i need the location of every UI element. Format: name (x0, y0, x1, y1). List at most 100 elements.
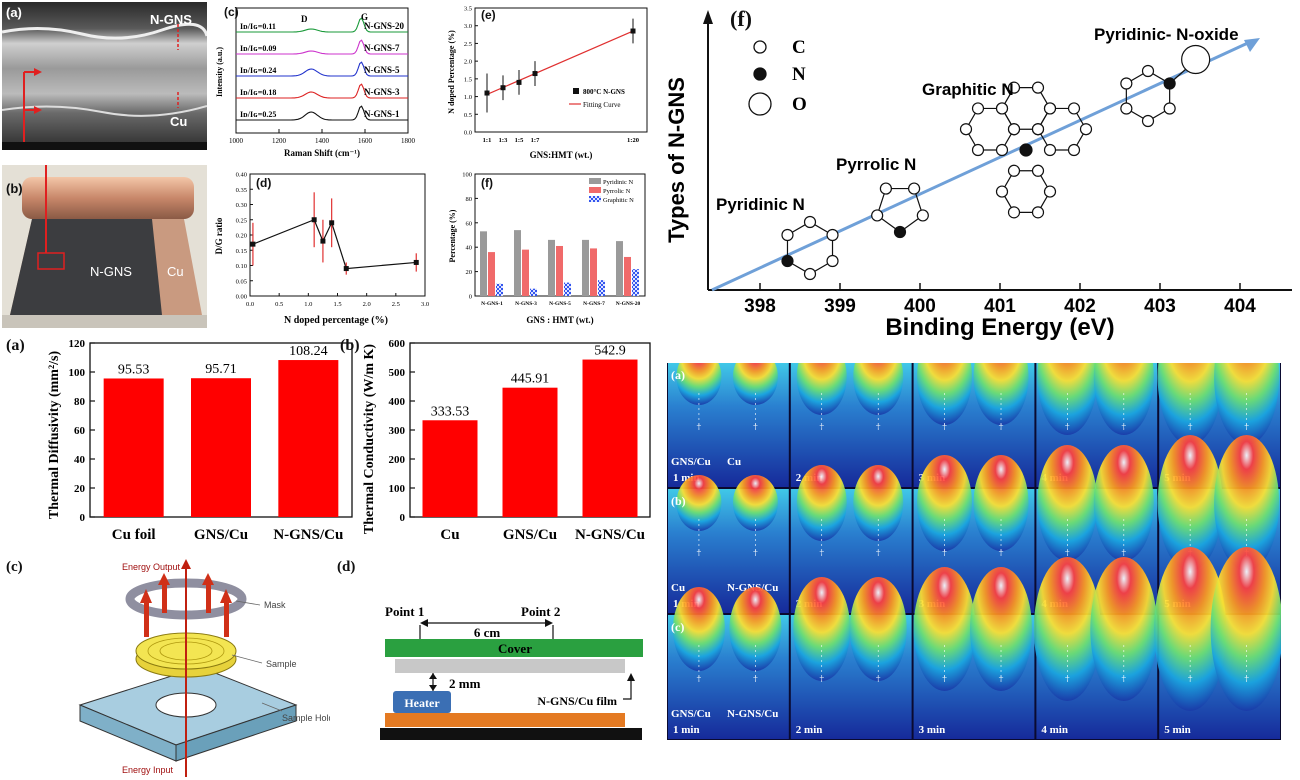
carbon-atom-icon (1031, 206, 1045, 219)
heat-spot (729, 587, 782, 671)
thermal-images: + +1 min + +2 min + +3 min + +4 min + +5 min (a) GN… (668, 363, 1281, 739)
setup-sample-label: Sample (266, 659, 297, 669)
setup-panel: Energy Output Energy Input Mask Sample S… (0, 555, 330, 780)
heat-spot (970, 567, 1033, 691)
tbar-ytick: 0 (469, 294, 472, 301)
probe-marker-icon: + (998, 421, 1003, 431)
heat-spot (1033, 557, 1101, 701)
carbon-atom-icon (1079, 123, 1093, 136)
tbar-legend-swatch (589, 178, 601, 184)
diff-value-label: 95.53 (118, 362, 150, 377)
diff-category: N-GNS/Cu (273, 527, 343, 543)
raman-ratio-label: Iᴅ/Iɢ=0.24 (240, 66, 276, 75)
tbar-category: N-GNS-3 (515, 301, 537, 307)
tbar-xlabel: GNS : HMT (wt.) (526, 315, 593, 325)
setup-holder-label: Sample Holder (282, 713, 330, 723)
heat-spot (796, 363, 847, 415)
heat-spot (849, 577, 907, 681)
probe-marker-icon: + (1065, 421, 1070, 431)
diff-ytick: 0 (80, 512, 86, 524)
probe-marker-icon: + (1121, 673, 1126, 683)
raman-peak-g: G (361, 12, 368, 22)
heat-spot (672, 587, 725, 671)
carbon-atom-icon (1043, 185, 1057, 198)
tbar-bar (522, 249, 529, 296)
dg-point (413, 259, 419, 265)
diffusivity-panel: 0 20 40 60 80 100 120 95.53 95.71 108.24 Cu foil… (0, 335, 360, 550)
key-c-label: C (792, 37, 806, 58)
probe-marker-icon: + (1121, 421, 1126, 431)
tdiag-xtick: 398 (744, 296, 776, 317)
heat-spot (676, 363, 722, 405)
raman-chart: Iᴅ/Iɢ=0.11 N-GNS-20 Iᴅ/Iɢ=0.09 N-GNS-7 Iᴅ/Iɢ… (215, 7, 415, 158)
tdiag-xtick: 400 (904, 296, 936, 317)
probe-marker-icon: + (876, 547, 881, 557)
thermal-sample-right: Cu (727, 456, 741, 468)
carbon-atom-icon (1141, 114, 1155, 128)
heat-spot (913, 567, 976, 691)
raman-curve-3 (236, 61, 408, 77)
tbar-legend-label: Pyrrolic N (603, 188, 631, 195)
schem-heater: Heater (404, 696, 440, 710)
dg-xtick: 2.5 (392, 301, 400, 308)
probe-marker-icon: + (819, 547, 824, 557)
raman-ratio-label: Iᴅ/Iɢ=0.25 (240, 110, 276, 119)
ndope-ytick: 0.5 (464, 112, 472, 119)
tdiag-panel-label: (f) (730, 6, 752, 31)
thermal-time-label: 1 min (673, 724, 700, 736)
carbon-atom-icon (1031, 164, 1045, 177)
dg-xtick: 2.0 (363, 301, 371, 308)
carbon-atom-icon (1007, 123, 1021, 136)
carbon-atom-icon (1120, 102, 1133, 115)
diff-ytick: 20 (74, 483, 86, 495)
carbon-atom-icon (971, 102, 985, 115)
tbar-legend-swatch (589, 196, 601, 202)
schematic-panel: Point 1 Point 2 6 cm Cover 2 mm Heater N… (335, 555, 655, 755)
probe-marker-icon: + (1188, 421, 1193, 431)
tbar-bar (598, 280, 605, 296)
heat-spot (853, 465, 904, 541)
probe-marker-icon: + (1244, 673, 1249, 683)
raman-curve-2 (236, 39, 408, 55)
carbon-atom-icon (1141, 64, 1155, 78)
dg-ytick: 0.15 (236, 248, 247, 255)
probe-marker-icon: + (942, 673, 947, 683)
dg-xtick: 3.0 (421, 301, 429, 308)
types-diagram-panel: 398 399 400 401 402 403 404 C N O Pyridinic N … (660, 0, 1300, 345)
ndope-ytick: 0.0 (464, 130, 472, 137)
film-photo (2, 165, 207, 328)
ndope-point (630, 28, 636, 34)
raman-curve-4 (236, 83, 408, 99)
diff-ytick: 60 (74, 425, 86, 437)
species-graphitic-n: Graphitic N (922, 80, 1014, 99)
heat-spot (676, 475, 722, 531)
thermal-sample-left: Cu (671, 582, 685, 594)
raman-panel-label: (c) (224, 5, 239, 19)
schem-point1: Point 1 (385, 604, 424, 619)
tbar-category: N-GNS-5 (549, 301, 571, 307)
ndope-chart: 0.0 0.5 1.0 1.5 2.0 2.5 3.0 3.5 1:1 1:3 1:5 1:7 1:2… (447, 6, 648, 160)
diff-category: GNS/Cu (194, 527, 248, 543)
heat-spot (917, 455, 973, 551)
carbon-atom-icon (1007, 164, 1021, 177)
raman-sample-label: N-GNS-7 (364, 43, 400, 53)
probe-marker-icon: + (696, 673, 701, 683)
heat-spot (1093, 445, 1154, 561)
tbar-bar (564, 282, 571, 296)
tbar-bar (548, 239, 555, 296)
cond-ytick: 100 (389, 483, 406, 495)
dg-point (250, 241, 256, 247)
cond-value-label: 542.9 (594, 344, 626, 359)
carbon-atom-icon (995, 185, 1009, 198)
ndope-fit-line (486, 30, 634, 95)
key-carbon-icon (753, 40, 767, 54)
carbon-atom-icon (1120, 77, 1133, 90)
carbon-atom-icon (803, 267, 817, 281)
carbon-atom-icon (971, 143, 985, 157)
dg-ytick: 0.35 (236, 187, 247, 194)
pyridinic-ring (786, 221, 834, 275)
carbon-atom-icon (1067, 102, 1081, 115)
graphitic-ring (965, 107, 1015, 151)
thermal-time-label: 2 min (796, 724, 823, 736)
dg-point (329, 220, 335, 226)
